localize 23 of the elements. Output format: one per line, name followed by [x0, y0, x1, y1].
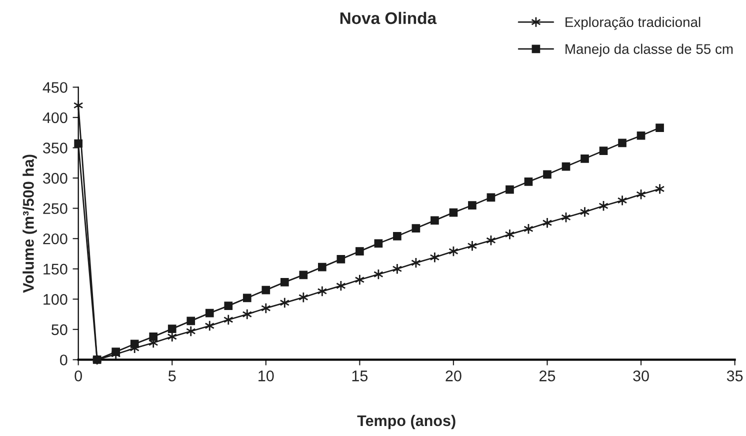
x-tick-label: 30 [633, 370, 649, 382]
y-tick-label: 400 [42, 112, 68, 124]
y-tick-label: 300 [43, 172, 68, 184]
y-tick-label: 0 [60, 354, 68, 366]
y-axis-title: Volume (m³/500 ha) [22, 154, 37, 293]
y-tick-label: 150 [44, 264, 68, 275]
chart-title: Nova Olinda [340, 12, 437, 24]
x-tick-label: 35 [726, 370, 743, 382]
x-tick-label: 0 [74, 370, 82, 382]
x-tick-label: 5 [168, 370, 176, 382]
x-tick-label: 25 [540, 370, 556, 382]
y-tick-label: 450 [42, 82, 68, 93]
legend-label: Manejo da classe de 55 cm [566, 44, 733, 57]
y-tick-label: 50 [52, 324, 68, 336]
x-tick-label: 10 [258, 370, 274, 382]
y-tick-label: 100 [44, 294, 68, 305]
x-tick-label: 20 [446, 370, 462, 382]
x-axis-title: Tempo (anos) [357, 414, 456, 430]
y-tick-label: 250 [43, 203, 68, 214]
legend-label: Exploração tradicional [566, 16, 700, 30]
x-tick-label: 15 [352, 370, 368, 382]
y-tick-label: 350 [43, 142, 68, 154]
y-tick-label: 200 [43, 233, 68, 244]
